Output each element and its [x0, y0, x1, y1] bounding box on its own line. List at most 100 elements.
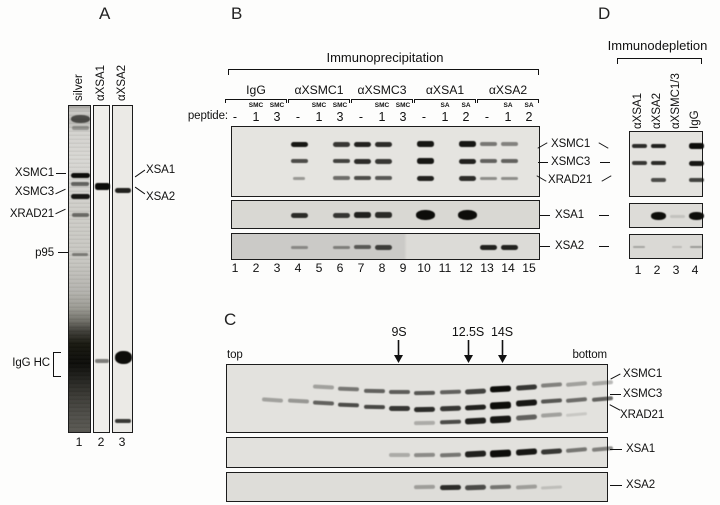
gel-band [312, 400, 334, 406]
lane-number: 3 [273, 261, 281, 275]
peptide-group-bracket [351, 99, 413, 103]
peptide-superscript: SMC [269, 102, 285, 109]
gel-band [650, 161, 666, 165]
down-arrow-icon [464, 340, 473, 363]
protein-label-xsa1: XSA1 [555, 209, 585, 221]
gel-band [416, 175, 434, 181]
peptide-value: 3 [273, 110, 281, 124]
gel-band [515, 484, 537, 490]
panel-b-title: Immunoprecipitation [326, 50, 444, 65]
gradient-top-label: top [227, 349, 243, 361]
protein-label-xrad21: XRAD21 [548, 174, 593, 186]
gel-band [439, 419, 461, 425]
peptide-value: 1 [315, 110, 323, 124]
peptide-value: 1 [252, 110, 260, 124]
gel-band [71, 213, 89, 217]
peptide-group-bracket [477, 99, 539, 103]
gel-band [290, 159, 308, 163]
peptide-value: 3 [399, 110, 407, 124]
gel-band [540, 484, 562, 490]
gel-band [688, 143, 704, 149]
gel-band [439, 389, 461, 395]
lane-number: 1 [231, 261, 239, 275]
lane-title: αXSMC1/3 [670, 73, 682, 129]
gel-band [565, 447, 587, 453]
connector-tick [610, 485, 622, 486]
gel-band [565, 411, 587, 417]
protein-label-p95: p95 [35, 247, 54, 259]
gel-band [415, 210, 435, 220]
peptide-cell: - [349, 102, 373, 124]
gel-band [332, 176, 350, 180]
peptide-value: 3 [336, 110, 344, 124]
gel-band [500, 244, 518, 250]
gel-band [479, 159, 497, 163]
panel-b-letter: B [231, 4, 243, 23]
lane-number: 9 [399, 261, 407, 275]
peptide-value: - [295, 110, 301, 124]
peptide-cell: SMC 3 [265, 102, 289, 124]
gel-band [591, 396, 613, 402]
connector-tick [540, 246, 550, 247]
peptide-superscript: SMC [395, 102, 411, 109]
gel-band [332, 159, 350, 163]
gel-band [332, 245, 350, 249]
gel-band [388, 453, 410, 457]
connector-tick [599, 215, 609, 216]
gel-band [690, 246, 702, 248]
peptide-superscript: SMC [332, 102, 348, 109]
lane-number: 8 [378, 261, 386, 275]
peptide-value: 2 [525, 110, 533, 124]
protein-label-xsa1: XSA1 [146, 164, 176, 176]
connector-tick [599, 246, 609, 247]
gel-band [565, 397, 587, 403]
gel-band [500, 159, 518, 163]
lane-number: 2 [97, 435, 105, 449]
sedimentation-marker-12-5s: 12.5S [451, 325, 485, 339]
gel-band [70, 172, 90, 178]
panel-c-letter: C [224, 310, 237, 329]
sedimentation-marker-14s: 14S [491, 325, 513, 339]
peptide-superscript: SMC [248, 102, 264, 109]
peptide-cell: SA 1 [496, 102, 520, 124]
lane-number: 13 [480, 261, 494, 275]
gel-band [515, 448, 537, 456]
peptide-superscript: SA [440, 102, 450, 109]
gel-band [669, 214, 685, 218]
gel-band [353, 212, 371, 218]
gel-band [565, 381, 587, 387]
lane-number: 4 [691, 263, 699, 277]
gel-band [650, 178, 666, 182]
gel-band [489, 400, 511, 410]
panel-b-smc-blot [231, 126, 540, 197]
gel-band [489, 448, 511, 458]
lane-number: 2 [653, 263, 661, 277]
gel-band [312, 384, 334, 390]
antibody-group-label: αXSA2 [488, 83, 528, 97]
lane-number: 1 [75, 435, 83, 449]
lane-number: 1 [634, 263, 642, 277]
lane-title: IgG [689, 110, 701, 129]
gel-band [515, 399, 537, 407]
gel-band [439, 405, 461, 411]
peptide-value: - [358, 110, 364, 124]
gel-band [71, 182, 89, 186]
peptide-superscript: SA [461, 102, 471, 109]
lane-number: 5 [315, 261, 323, 275]
panel-c-smc-blot [226, 364, 613, 433]
connector-tick [610, 394, 621, 395]
connector-tick [58, 252, 68, 253]
panel-b-xsa1-blot [231, 200, 540, 229]
panel-c-xsa2-blot [226, 472, 608, 502]
lane-title: αXSA1 [95, 64, 107, 101]
panel-d-title: Immunodepletion [607, 38, 708, 53]
gel-band [489, 385, 511, 393]
lane-number: 6 [336, 261, 344, 275]
peptide-cell: SMC 3 [328, 102, 352, 124]
gel-band [332, 212, 350, 218]
gel-band [631, 144, 647, 148]
protein-label-xsa2: XSA2 [555, 240, 585, 252]
gel-band [464, 484, 486, 490]
gel-band [500, 176, 518, 180]
peptide-cell: SMC 1 [244, 102, 268, 124]
